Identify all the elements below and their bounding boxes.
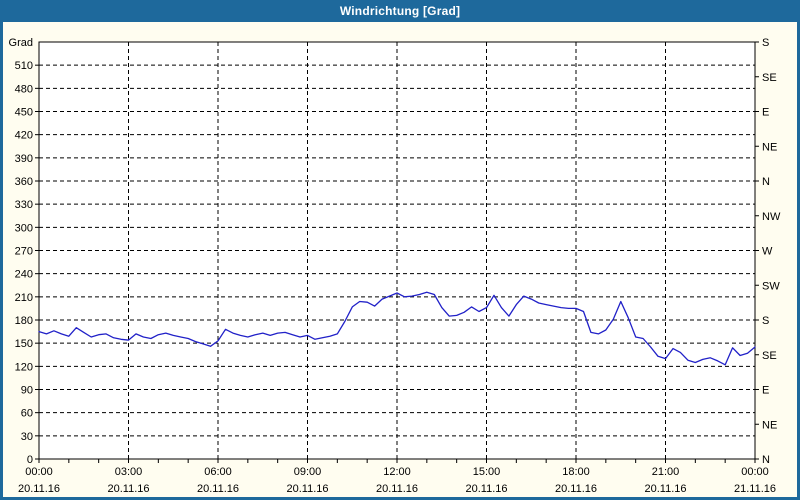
x-axis-minor-ticks (38, 459, 756, 463)
wind-direction-series (38, 291, 756, 366)
svg-text:N: N (762, 454, 770, 466)
svg-text:00:00: 00:00 (25, 466, 53, 478)
window-title: Windrichtung [Grad] (339, 4, 461, 18)
svg-text:150: 150 (15, 338, 33, 350)
svg-text:20.11.16: 20.11.16 (644, 483, 686, 495)
svg-text:S: S (762, 37, 769, 49)
svg-text:420: 420 (15, 130, 33, 142)
svg-text:00:00: 00:00 (741, 466, 769, 478)
svg-text:180: 180 (15, 315, 33, 327)
svg-text:90: 90 (21, 385, 33, 397)
svg-text:480: 480 (15, 83, 33, 95)
svg-text:E: E (762, 107, 769, 119)
svg-text:NE: NE (762, 419, 777, 431)
svg-text:SE: SE (762, 72, 777, 84)
y-axis-right: S SE E NE N NW W SW S SE E NE N (755, 37, 781, 466)
svg-text:210: 210 (15, 292, 33, 304)
svg-text:120: 120 (15, 361, 33, 373)
svg-text:510: 510 (15, 60, 33, 72)
svg-text:20.11.16: 20.11.16 (18, 483, 60, 495)
svg-text:330: 330 (15, 199, 33, 211)
svg-text:360: 360 (15, 176, 33, 188)
svg-text:N: N (762, 176, 770, 188)
svg-text:09:00: 09:00 (294, 466, 322, 478)
svg-text:18:00: 18:00 (562, 466, 590, 478)
grid-lines (39, 42, 755, 459)
svg-text:20.11.16: 20.11.16 (465, 483, 507, 495)
svg-text:03:00: 03:00 (115, 466, 143, 478)
svg-text:NE: NE (762, 141, 777, 153)
svg-text:SW: SW (762, 280, 780, 292)
x-axis-labels: 00:00 20.11.16 03:00 20.11.16 06:00 20.11.16 0… (18, 466, 776, 495)
svg-text:15:00: 15:00 (473, 466, 501, 478)
svg-text:S: S (762, 315, 769, 327)
svg-text:20.11.16: 20.11.16 (376, 483, 418, 495)
svg-text:270: 270 (15, 246, 33, 258)
y-axis-left: 0 30 60 90 120 150 180 210 240 270 300 330 360 390 420… (9, 37, 39, 466)
svg-text:300: 300 (15, 222, 33, 234)
svg-text:Grad: Grad (9, 37, 33, 49)
svg-text:240: 240 (15, 269, 33, 281)
svg-text:21.11.16: 21.11.16 (734, 483, 776, 495)
svg-text:20.11.16: 20.11.16 (107, 483, 149, 495)
svg-text:20.11.16: 20.11.16 (197, 483, 239, 495)
svg-text:NW: NW (762, 211, 781, 223)
svg-text:06:00: 06:00 (204, 466, 232, 478)
svg-text:12:00: 12:00 (383, 466, 411, 478)
svg-text:60: 60 (21, 408, 33, 420)
svg-text:450: 450 (15, 107, 33, 119)
svg-text:0: 0 (27, 454, 33, 466)
svg-text:SE: SE (762, 350, 777, 362)
svg-text:20.11.16: 20.11.16 (286, 483, 328, 495)
svg-text:20.11.16: 20.11.16 (555, 483, 597, 495)
svg-text:30: 30 (21, 431, 33, 443)
svg-text:390: 390 (15, 153, 33, 165)
svg-text:E: E (762, 385, 769, 397)
svg-text:21:00: 21:00 (652, 466, 680, 478)
svg-text:W: W (762, 246, 773, 258)
window-titlebar[interactable]: Windrichtung [Grad] (0, 0, 800, 22)
